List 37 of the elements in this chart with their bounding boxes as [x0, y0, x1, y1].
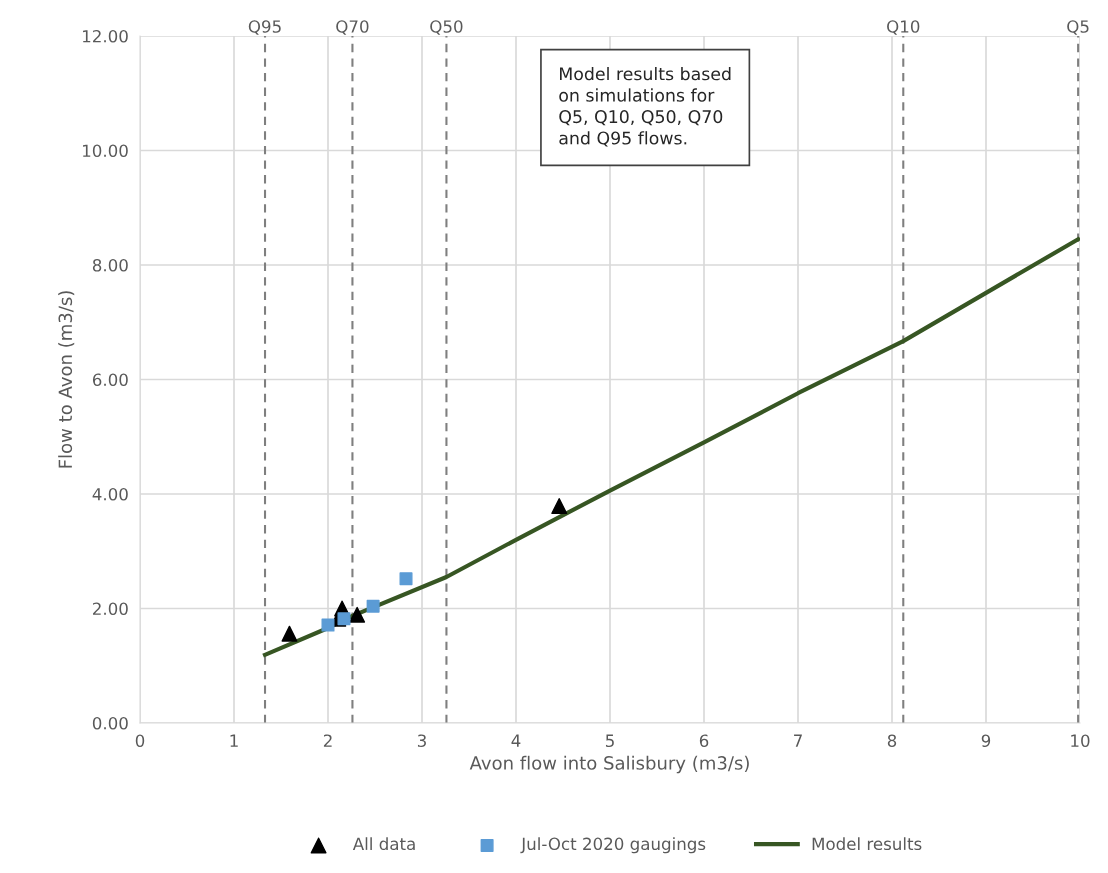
x-tick-label: 7	[794, 734, 802, 747]
x-tick-label: 5	[605, 734, 614, 748]
y-tick-label: 0.00	[92, 716, 128, 730]
line-series	[262, 237, 1080, 657]
legend-label: Jul-Oct 2020 gaugings	[520, 837, 706, 854]
ref-line-label: Q5	[1067, 20, 1089, 35]
x-tick-label: 2	[323, 734, 332, 747]
x-tick-label: 0	[135, 734, 145, 748]
ref-line-label: Q10	[887, 20, 920, 35]
annotation: Model results based on simulations for Q5, Q10, Q50, Q70 and Q95 flows.	[559, 66, 731, 147]
ref-line-label: Q95	[248, 20, 281, 35]
y-tick-label: 4.00	[92, 487, 128, 501]
point	[399, 572, 413, 586]
x-tick-label: 8	[887, 734, 897, 748]
point	[551, 498, 568, 515]
legend-label: All data	[352, 837, 415, 851]
x-tick-label: 4	[511, 734, 521, 747]
ref-line-label: Q70	[336, 20, 369, 35]
y-tick-label: 6.00	[92, 373, 128, 387]
x-axis-title: Avon flow into Salisbury (m3/s)	[469, 755, 749, 774]
x-tick-label: 6	[699, 734, 709, 748]
legend-label: Model results	[812, 837, 922, 851]
x-tick-label: 3	[417, 734, 426, 748]
ref-line-label: Q50	[430, 20, 463, 35]
point	[337, 612, 351, 626]
x-tick-label: 9	[981, 734, 991, 748]
x-tick-label: 10	[1071, 734, 1090, 748]
point	[366, 599, 380, 613]
point	[321, 618, 335, 632]
y-tick-label: 2.00	[93, 602, 128, 616]
y-tick-label: 10.00	[83, 144, 128, 158]
y-axis-title: Flow to Avon (m3/s)	[58, 291, 75, 468]
point	[281, 625, 298, 642]
y-tick-label: 8.00	[92, 258, 128, 272]
point	[349, 606, 366, 623]
x-tick-label: 1	[230, 734, 238, 747]
y-tick-label: 12.00	[83, 29, 128, 43]
